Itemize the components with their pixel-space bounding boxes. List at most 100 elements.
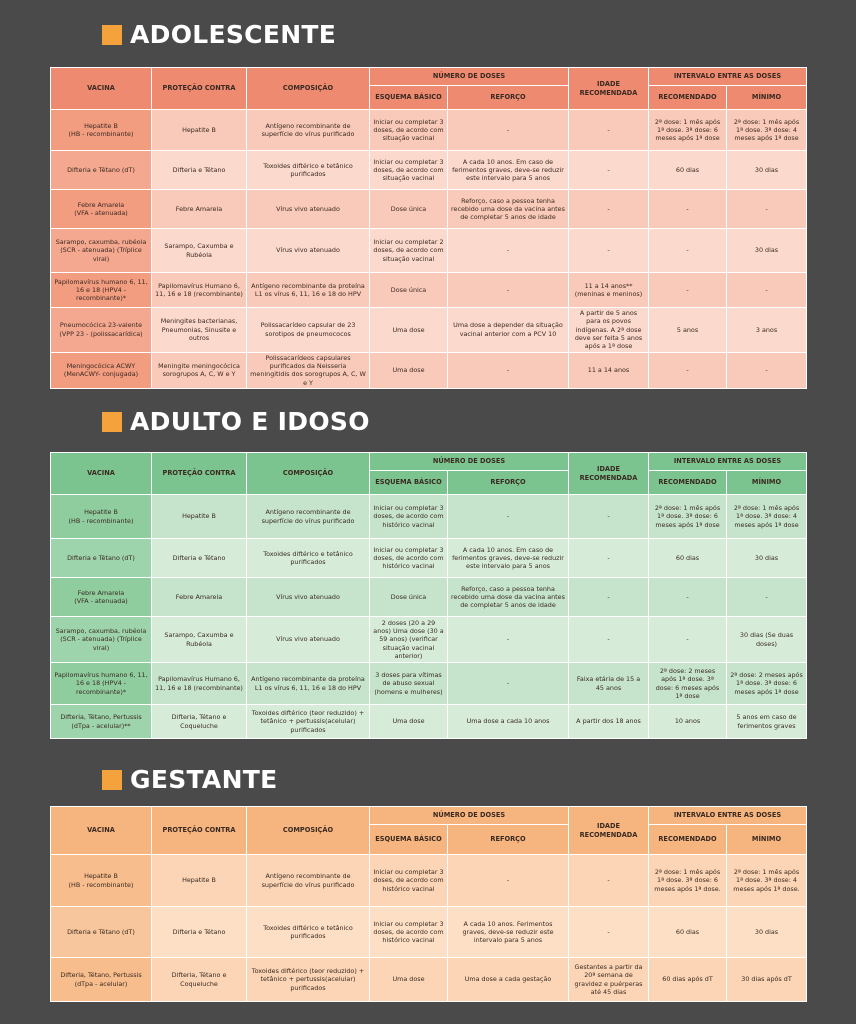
cell-composicao: Vírus vivo atenuado [246, 189, 370, 229]
cell-idade: - [568, 494, 649, 539]
table-body: Hepatite B (HB - recombinante) Hepatite B… [50, 854, 807, 1002]
cell-idade: A partir de 5 anos para os povos indígen… [568, 307, 649, 353]
cell-esquema: Iniciar ou completar 2 doses, de acordo … [369, 228, 448, 273]
header-vacina: VACINA [50, 452, 152, 495]
cell-recomendado: 10 anos [648, 704, 727, 739]
cell-idade: - [568, 854, 649, 907]
cell-composicao: Antígeno recombinante de superfície do v… [246, 109, 370, 151]
cell-reforco: - [447, 662, 569, 705]
cell-recomendado: - [648, 351, 727, 389]
cell-reforco: - [447, 228, 569, 273]
header-protecao: PROTEÇÃO CONTRA [151, 806, 247, 855]
table-row: Hepatite B (HB - recombinante) Hepatite B… [50, 494, 807, 539]
header-minimo: MÍNIMO [726, 824, 807, 855]
cell-minimo: 5 anos em caso de ferimentos graves [726, 704, 807, 739]
cell-recomendado: 2ª dose: 1 mês após 1ª dose. 3ª dose: 6 … [648, 109, 727, 151]
header-idade: IDADE RECOMENDADA [568, 67, 649, 110]
table-adolescente: VACINA PROTEÇÃO CONTRA COMPOSIÇÃO NÚMERO… [50, 67, 807, 389]
cell-protecao: Papilomavírus Humano 6, 11, 16 e 18 (rec… [151, 662, 247, 705]
cell-vacina: Meningocócica ACWY (MenACWY- conjugada) [50, 351, 152, 389]
header-idade: IDADE RECOMENDADA [568, 452, 649, 495]
cell-minimo: 2ª dose: 2 meses após 1ª dose. 3ª dose: … [726, 662, 807, 705]
section-heading: ADOLESCENTE [130, 20, 337, 49]
cell-composicao: Toxoides diftérico e tetânico purificado… [246, 150, 370, 190]
table-row: Meningocócica ACWY (MenACWY- conjugada) M… [50, 351, 807, 389]
cell-reforco: Reforço, caso a pessoa tenha recebido um… [447, 189, 569, 229]
cell-minimo: 2ª dose: 1 mês após 1ª dose. 3ª dose: 4 … [726, 109, 807, 151]
cell-minimo: 3 anos [726, 307, 807, 353]
cell-protecao: Hepatite B [151, 854, 247, 907]
table-row: Sarampo, caxumba, rubéola (SCR - atenuad… [50, 616, 807, 663]
cell-composicao: Antígeno recombinante da proteína L1 os … [246, 272, 370, 308]
cell-vacina: Difteria, Tétano, Pertussis (dTpa - acel… [50, 704, 152, 739]
table-row: Sarampo, caxumba, rubéola (SCR - atenuad… [50, 228, 807, 273]
cell-reforco: - [447, 351, 569, 389]
header-composicao: COMPOSIÇÃO [246, 806, 370, 855]
cell-vacina: Sarampo, caxumba, rubéola (SCR - atenuad… [50, 228, 152, 273]
cell-esquema: Iniciar ou completar 3 doses, de acordo … [369, 906, 448, 958]
section-heading: GESTANTE [130, 765, 278, 794]
cell-reforco: - [447, 616, 569, 663]
header-minimo: MÍNIMO [726, 85, 807, 110]
header-recomendado: RECOMENDADO [648, 470, 727, 495]
section-title-gestante: GESTANTE [102, 765, 278, 794]
cell-esquema: Dose única [369, 577, 448, 617]
cell-esquema: Uma dose [369, 307, 448, 353]
table-row: Papilomavírus humano 6, 11, 16 e 18 (HPV… [50, 272, 807, 308]
cell-composicao: Toxoides diftérico (teor reduzido) + tet… [246, 704, 370, 739]
header-minimo: MÍNIMO [726, 470, 807, 495]
cell-composicao: Antígeno recombinante da proteína L1 os … [246, 662, 370, 705]
header-numero-doses: NÚMERO DE DOSES [369, 67, 569, 86]
cell-esquema: Uma dose [369, 704, 448, 739]
cell-protecao: Febre Amarela [151, 189, 247, 229]
cell-reforco: - [447, 854, 569, 907]
cell-esquema: Iniciar ou completar 3 doses, de acordo … [369, 538, 448, 578]
cell-composicao: Antígeno recombinante de superfície do v… [246, 494, 370, 539]
cell-vacina: Papilomavírus humano 6, 11, 16 e 18 (HPV… [50, 272, 152, 308]
header-recomendado: RECOMENDADO [648, 85, 727, 110]
header-reforco: REFORÇO [447, 85, 569, 110]
header-vacina: VACINA [50, 67, 152, 110]
header-recomendado: RECOMENDADO [648, 824, 727, 855]
cell-reforco: A cada 10 anos. Ferimentos graves, deve-… [447, 906, 569, 958]
table-adulto: VACINA PROTEÇÃO CONTRA COMPOSIÇÃO NÚMERO… [50, 452, 807, 739]
cell-idade: - [568, 906, 649, 958]
cell-protecao: Difteria e Tétano [151, 150, 247, 190]
header-composicao: COMPOSIÇÃO [246, 452, 370, 495]
cell-composicao: Vírus vivo atenuado [246, 577, 370, 617]
table-gestante: VACINA PROTEÇÃO CONTRA COMPOSIÇÃO NÚMERO… [50, 806, 807, 1002]
orange-square-icon [102, 411, 122, 432]
cell-composicao: Antígeno recombinante de superfície do v… [246, 854, 370, 907]
cell-idade: 11 a 14 anos [568, 351, 649, 389]
cell-composicao: Polissacarídeos capsulares purificados d… [246, 351, 370, 389]
table-row: Pneumocócica 23-valente (VPP 23 - (polis… [50, 307, 807, 353]
cell-protecao: Difteria, Tétano e Coqueluche [151, 704, 247, 739]
cell-minimo: 30 dias [726, 228, 807, 273]
cell-minimo: - [726, 189, 807, 229]
cell-idade: - [568, 189, 649, 229]
header-vacina: VACINA [50, 806, 152, 855]
cell-reforco: Uma dose a depender da situação vacinal … [447, 307, 569, 353]
orange-square-icon [102, 769, 122, 790]
header-reforco: REFORÇO [447, 470, 569, 495]
cell-vacina: Hepatite B (HB - recombinante) [50, 494, 152, 539]
cell-esquema: 2 doses (20 a 29 anos) Uma dose (30 a 59… [369, 616, 448, 663]
cell-protecao: Hepatite B [151, 109, 247, 151]
cell-idade: - [568, 109, 649, 151]
cell-minimo: 2ª dose: 1 mês após 1ª dose. 3ª dose: 4 … [726, 854, 807, 907]
header-intervalo: INTERVALO ENTRE AS DOSES [648, 67, 807, 86]
cell-idade: Gestantes a partir da 20ª semana de grav… [568, 957, 649, 1002]
cell-esquema: Iniciar ou completar 3 doses, de acordo … [369, 494, 448, 539]
table-row: Hepatite B (HB - recombinante) Hepatite B… [50, 109, 807, 151]
cell-recomendado: - [648, 272, 727, 308]
cell-reforco: Uma dose a cada gestação [447, 957, 569, 1002]
header-reforco: REFORÇO [447, 824, 569, 855]
table-row: Difteria e Tétano (dT) Difteria e Tétano T… [50, 150, 807, 190]
table-body: Hepatite B (HB - recombinante) Hepatite B… [50, 109, 807, 389]
cell-reforco: A cada 10 anos. Em caso de ferimentos gr… [447, 150, 569, 190]
cell-vacina: Papilomavírus humano 6, 11, 16 e 18 (HPV… [50, 662, 152, 705]
cell-esquema: Uma dose [369, 957, 448, 1002]
cell-minimo: 2ª dose: 1 mês após 1ª dose. 3ª dose: 4 … [726, 494, 807, 539]
header-numero-doses: NÚMERO DE DOSES [369, 806, 569, 825]
cell-protecao: Papilomavírus Humano 6, 11, 16 e 18 (rec… [151, 272, 247, 308]
